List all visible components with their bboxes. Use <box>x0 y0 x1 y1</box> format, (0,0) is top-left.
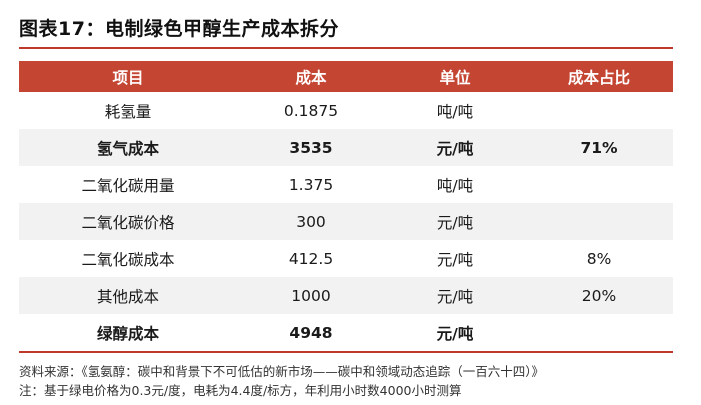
row-cost: 1.375 <box>237 166 385 203</box>
row-item: 氢气成本 <box>19 129 237 166</box>
row-cost: 4948 <box>237 314 385 353</box>
calculation-note: 注：基于绿电价格为0.3元/度，电耗为4.4度/标方，年利用小时数4000小时测… <box>19 383 462 398</box>
row-share <box>525 203 673 240</box>
row-share: 71% <box>525 129 673 166</box>
cost-breakdown-table: 项目 成本 单位 成本占比 耗氢量 0.1875 吨/吨 氢气成本 3535 元… <box>19 61 673 353</box>
title-divider <box>19 47 673 49</box>
table-header-row: 项目 成本 单位 成本占比 <box>19 61 673 92</box>
page-title: 图表17：电制绿色甲醇生产成本拆分 <box>19 18 339 40</box>
row-unit: 元/吨 <box>385 314 525 353</box>
row-share: 8% <box>525 240 673 277</box>
row-unit: 元/吨 <box>385 203 525 240</box>
row-unit: 元/吨 <box>385 129 525 166</box>
row-item: 二氧化碳成本 <box>19 240 237 277</box>
table-row: 其他成本 1000 元/吨 20% <box>19 277 673 314</box>
row-cost: 3535 <box>237 129 385 166</box>
table-row: 绿醇成本 4948 元/吨 <box>19 314 673 353</box>
table-row: 耗氢量 0.1875 吨/吨 <box>19 92 673 129</box>
row-item: 二氧化碳价格 <box>19 203 237 240</box>
header-item: 项目 <box>19 61 237 92</box>
header-cost: 成本 <box>237 61 385 92</box>
row-item: 耗氢量 <box>19 92 237 129</box>
row-unit: 元/吨 <box>385 277 525 314</box>
row-unit: 吨/吨 <box>385 92 525 129</box>
row-share <box>525 92 673 129</box>
header-share: 成本占比 <box>525 61 673 92</box>
row-unit: 元/吨 <box>385 240 525 277</box>
table-row: 二氧化碳成本 412.5 元/吨 8% <box>19 240 673 277</box>
table-row: 氢气成本 3535 元/吨 71% <box>19 129 673 166</box>
row-item: 绿醇成本 <box>19 314 237 353</box>
row-cost: 300 <box>237 203 385 240</box>
row-share: 20% <box>525 277 673 314</box>
row-cost: 412.5 <box>237 240 385 277</box>
row-share <box>525 314 673 353</box>
table-row: 二氧化碳用量 1.375 吨/吨 <box>19 166 673 203</box>
row-unit: 吨/吨 <box>385 166 525 203</box>
row-cost: 0.1875 <box>237 92 385 129</box>
row-item: 其他成本 <box>19 277 237 314</box>
table-row: 二氧化碳价格 300 元/吨 <box>19 203 673 240</box>
row-share <box>525 166 673 203</box>
row-cost: 1000 <box>237 277 385 314</box>
header-unit: 单位 <box>385 61 525 92</box>
source-note: 资料来源：《氢氨醇：碳中和背景下不可低估的新市场——碳中和领域动态追踪（一百六十… <box>19 364 545 379</box>
row-item: 二氧化碳用量 <box>19 166 237 203</box>
footnotes: 资料来源：《氢氨醇：碳中和背景下不可低估的新市场——碳中和领域动态追踪（一百六十… <box>19 362 544 400</box>
